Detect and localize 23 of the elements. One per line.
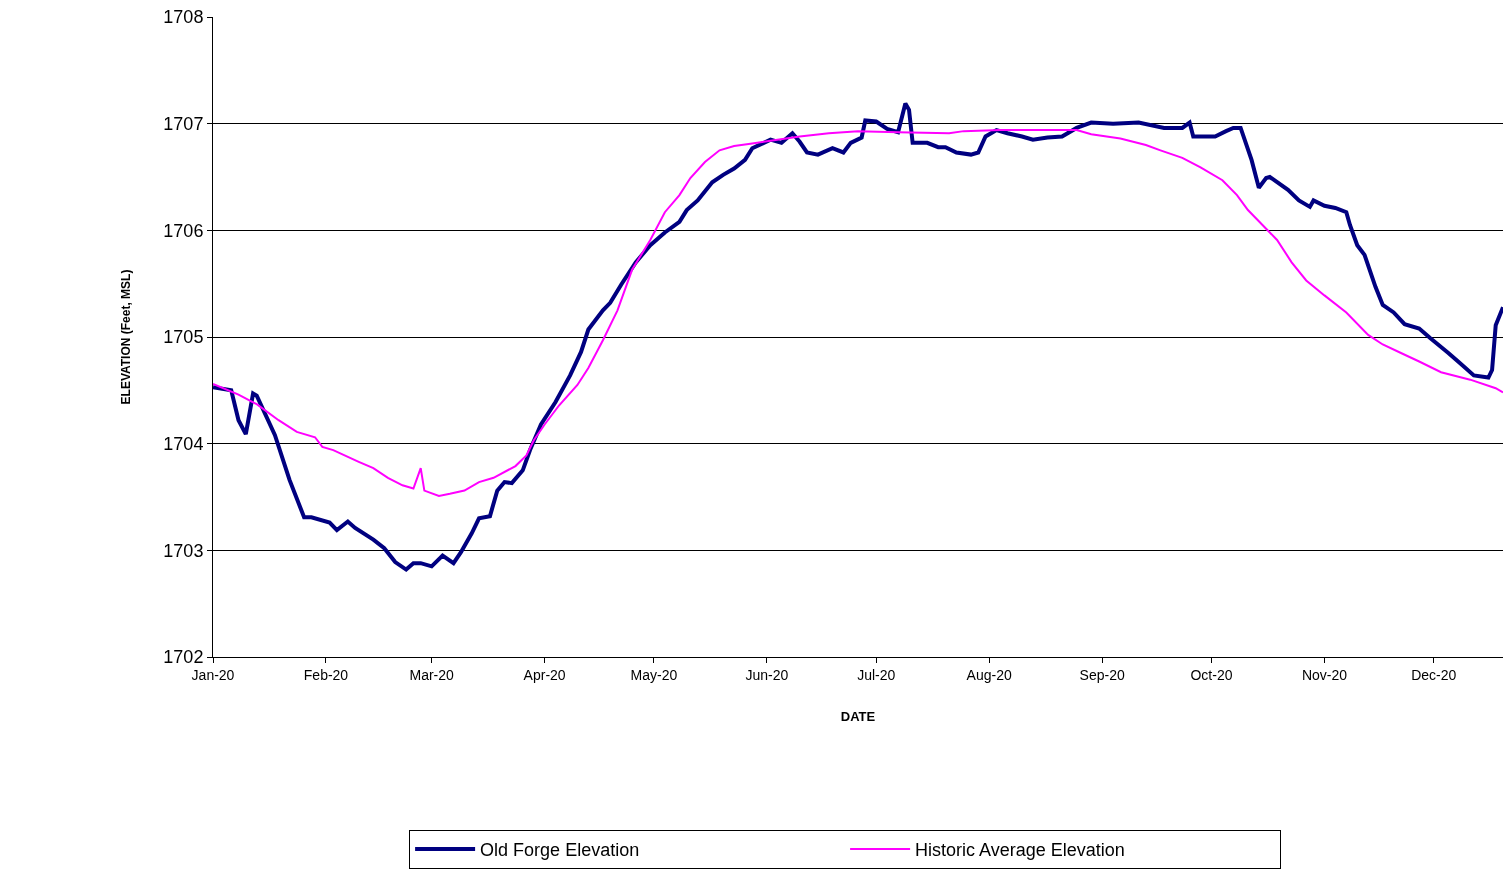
x-tick-label: Sep-20 [1079, 666, 1125, 683]
x-tick-label: Apr-20 [523, 666, 566, 683]
x-tick-label: May-20 [630, 666, 678, 683]
x-tick-label: Dec-20 [1411, 666, 1457, 683]
x-tick-label: Feb-20 [303, 666, 349, 683]
x-tick-label: Nov-20 [1301, 666, 1348, 683]
y-tick-label: 1702 [163, 647, 204, 668]
y-tick-label: 1704 [163, 433, 204, 454]
x-tick-label: Jun-20 [745, 666, 789, 683]
y-tick-label: 1707 [163, 113, 204, 134]
x-tick-label: Jan-20 [191, 666, 235, 683]
y-tick-label: 1705 [163, 327, 204, 348]
y-tick-label: 1703 [163, 540, 204, 561]
x-tick-label: Mar-20 [409, 666, 455, 683]
legend-label: Historic Average Elevation [915, 840, 1125, 861]
x-tick-label: Oct-20 [1190, 666, 1233, 683]
x-tick-label: Jul-20 [857, 666, 896, 683]
y-tick-label: 1706 [163, 220, 204, 241]
y-tick-label: 1708 [163, 7, 204, 28]
x-tick-label: Aug-20 [966, 666, 1012, 683]
x-axis-title: DATE [840, 709, 876, 725]
legend-label: Old Forge Elevation [480, 840, 640, 861]
y-axis-title: ELEVATION (Feet, MSL) [118, 269, 133, 405]
